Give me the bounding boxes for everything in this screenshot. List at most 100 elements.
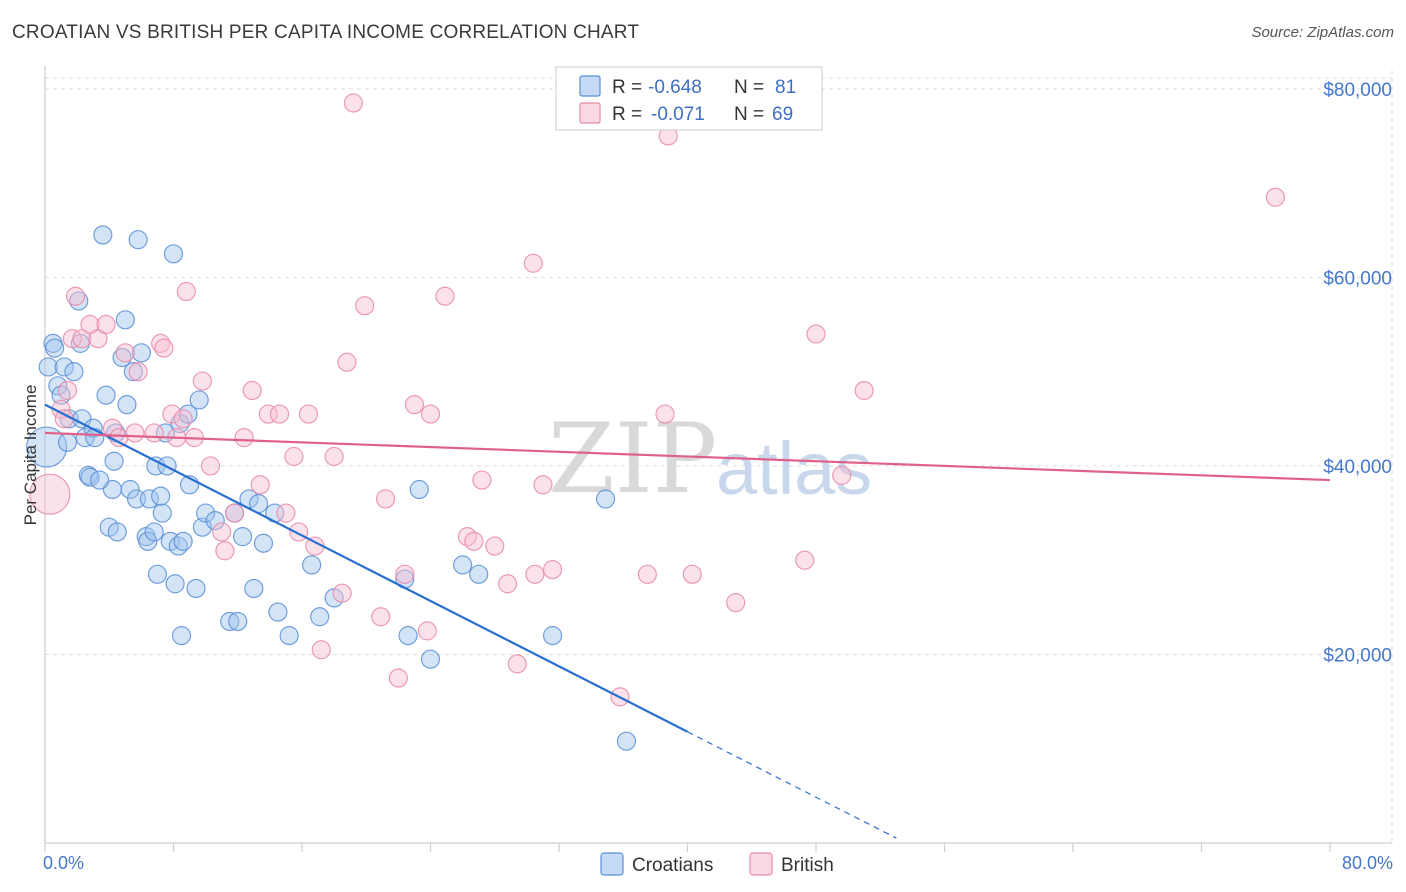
legend: R = -0.648 N = 81 R = -0.071 N = 69	[555, 66, 823, 131]
legend-swatch-croatians	[579, 75, 601, 97]
croatians-point-47	[171, 626, 192, 646]
british-point-58	[525, 564, 545, 584]
croatians-point-3	[45, 338, 65, 358]
croatians-point-65	[302, 555, 322, 575]
british-point-43	[355, 296, 375, 316]
y-axis-label: Per Capita Income	[21, 385, 40, 526]
british-point-46	[388, 668, 408, 688]
croatians-point-71	[453, 555, 473, 575]
croatians-point-79	[253, 533, 274, 553]
british-point-38	[311, 640, 331, 660]
y-tick-label-3: $80,000	[1323, 80, 1392, 101]
british-point-50	[420, 404, 441, 424]
croatians-trend-line	[44, 403, 688, 733]
axes	[44, 66, 1392, 852]
grid-lines	[45, 70, 1393, 843]
british-point-30	[250, 475, 270, 495]
british-point-66	[682, 564, 702, 584]
legend-n-label-british: N =	[734, 104, 764, 125]
british-point-49	[417, 621, 437, 641]
british-point-68	[795, 550, 815, 570]
croatians-point-36	[144, 522, 164, 542]
croatians-point-52	[189, 390, 209, 410]
british-trend-line	[44, 431, 1331, 482]
british-point-31	[258, 404, 278, 424]
british-point-67	[726, 593, 746, 613]
legend-r-value-croatians: -0.648	[648, 77, 702, 98]
british-point-24	[200, 456, 221, 476]
british-point-12	[115, 343, 135, 363]
croatians-point-70	[420, 649, 441, 669]
croatians-point-48	[173, 531, 193, 551]
british-point-15	[144, 423, 164, 443]
croatians-point-39	[152, 503, 172, 523]
british-point-55	[485, 536, 505, 556]
croatians-point-6	[54, 357, 74, 377]
croatians-point-32	[131, 343, 151, 363]
croatians-point-0	[26, 426, 68, 468]
british-point-17	[154, 338, 174, 358]
croatians-point-69	[409, 479, 429, 500]
croatians-point-9	[64, 362, 84, 382]
bottom-legend-british: British	[781, 855, 834, 876]
british-point-36	[298, 404, 319, 424]
british-point-53	[464, 531, 484, 551]
croatians-point-73	[542, 626, 563, 646]
croatians-point-55	[220, 611, 240, 632]
british-point-4	[62, 329, 82, 349]
croatians-point-76	[90, 470, 110, 490]
british-point-57	[507, 654, 527, 674]
y-tick-label-1: $40,000	[1323, 457, 1392, 478]
british-point-72	[1265, 187, 1285, 207]
british-point-39	[324, 446, 344, 467]
croatians-point-19	[96, 385, 116, 405]
croatians-point-74	[595, 489, 616, 509]
croatians-point-78	[205, 511, 225, 531]
british-point-0	[29, 473, 71, 515]
british-point-28	[234, 428, 254, 448]
watermark-atlas: atlas	[716, 427, 872, 510]
croatians-point-27	[117, 395, 137, 415]
british-point-42	[343, 93, 363, 113]
croatians-point-18	[93, 225, 113, 245]
croatians-point-35	[139, 489, 160, 509]
british-point-33	[276, 503, 296, 523]
british-point-51	[435, 286, 455, 306]
bottom-legend: Croatians British	[600, 852, 834, 876]
british-point-27	[224, 503, 245, 523]
croatians-point-75	[616, 731, 637, 751]
legend-r-label-british: R =	[612, 104, 642, 125]
croatians-point-26	[115, 310, 135, 330]
british-point-69	[806, 324, 826, 344]
croatians-point-77	[151, 486, 171, 506]
croatians-point-64	[279, 626, 299, 646]
x-tick-label-max: 80.0%	[1342, 853, 1393, 873]
british-point-26	[215, 541, 235, 561]
british-point-63	[637, 564, 657, 584]
y-tick-label-2: $60,000	[1323, 268, 1392, 289]
british-point-23	[192, 371, 213, 391]
x-tick-label-min: 0.0%	[43, 853, 84, 873]
croatians-point-17	[85, 428, 105, 448]
croatians-point-72	[469, 564, 489, 584]
y-tick-labels: $20,000 $40,000 $60,000 $80,000	[1323, 80, 1392, 667]
legend-n-value-british: 69	[772, 104, 793, 125]
bottom-legend-swatch-croatians	[600, 852, 624, 876]
british-point-11	[109, 428, 129, 448]
british-point-59	[542, 560, 563, 580]
legend-r-value-british: -0.071	[651, 104, 705, 125]
croatians-point-38	[147, 564, 168, 584]
legend-n-value-croatians: 81	[775, 77, 796, 98]
croatians-point-22	[104, 451, 124, 471]
british-point-18	[162, 404, 182, 424]
croatians-points	[26, 225, 637, 751]
british-point-54	[472, 470, 492, 490]
chart-title: CROATIAN VS BRITISH PER CAPITA INCOME CO…	[12, 22, 640, 43]
croatians-trend-extension	[687, 731, 897, 839]
british-point-29	[242, 380, 262, 401]
croatians-point-24	[107, 522, 127, 542]
british-point-47	[395, 564, 415, 584]
croatians-point-43	[163, 244, 184, 264]
british-points	[29, 93, 1285, 707]
